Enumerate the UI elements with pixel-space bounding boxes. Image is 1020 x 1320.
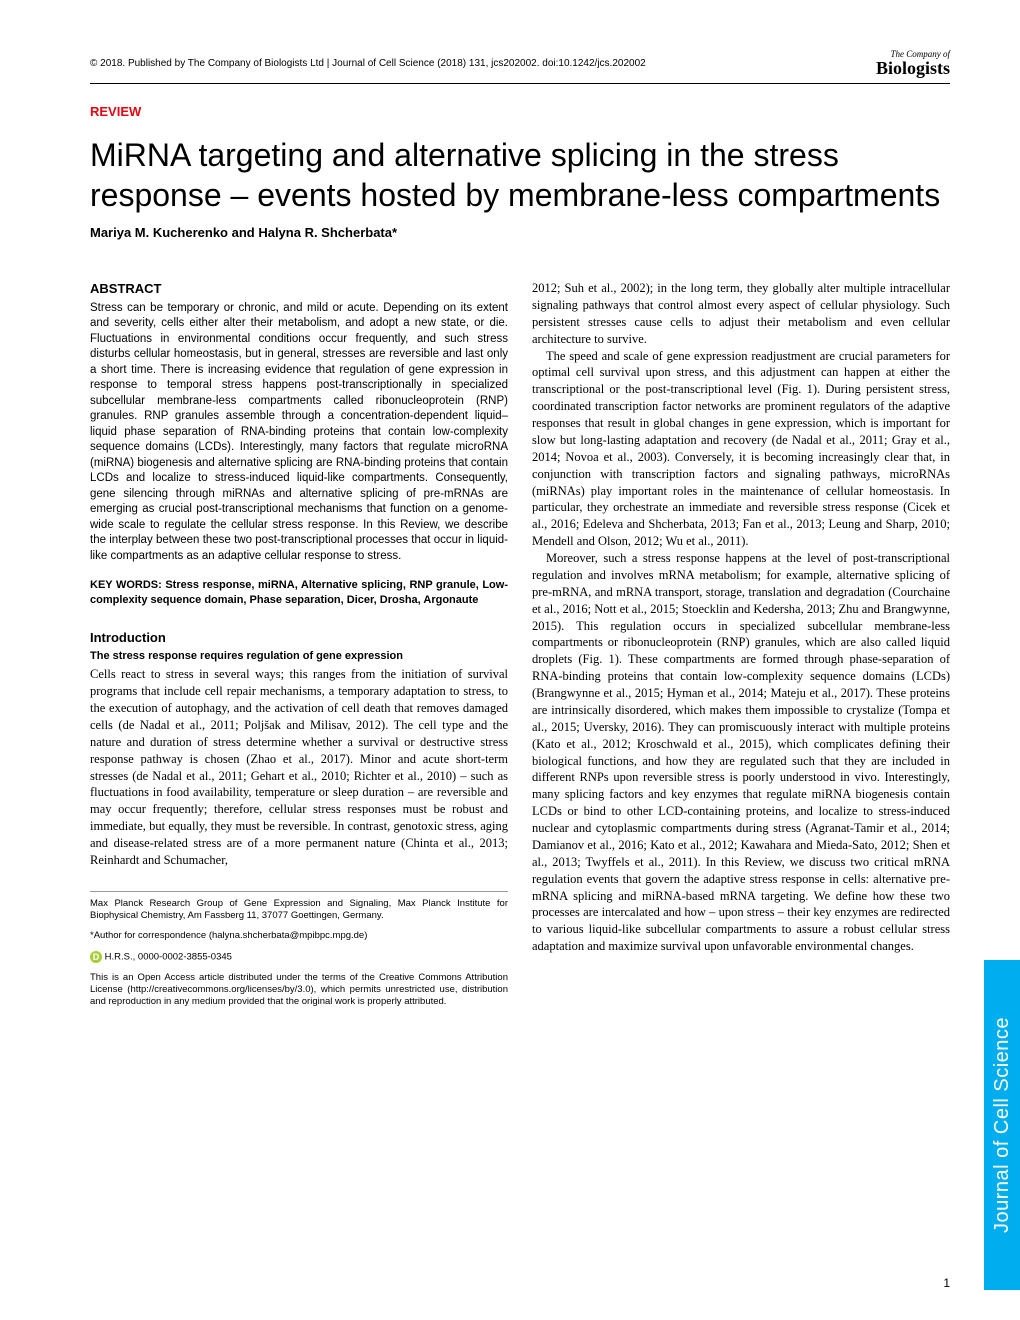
- page-number: 1: [943, 1276, 950, 1290]
- orcid-id[interactable]: 0000-0002-3855-0345: [138, 951, 232, 962]
- header-bar: © 2018. Published by The Company of Biol…: [90, 50, 950, 84]
- affiliation-text: Max Planck Research Group of Gene Expres…: [90, 898, 508, 923]
- correspondence-text: *Author for correspondence (halyna.shche…: [90, 930, 508, 942]
- publisher-logo: The Company of Biologists: [876, 50, 950, 77]
- logo-line2: Biologists: [876, 59, 950, 77]
- col2-paragraph-1: 2012; Suh et al., 2002); in the long ter…: [532, 280, 950, 348]
- article-title: MiRNA targeting and alternative splicing…: [90, 135, 950, 215]
- right-column: 2012; Suh et al., 2002); in the long ter…: [532, 280, 950, 1017]
- abstract-body: Stress can be temporary or chronic, and …: [90, 301, 508, 565]
- col2-paragraph-3: Moreover, such a stress response happens…: [532, 550, 950, 955]
- orcid-initials: H.R.S.,: [105, 951, 136, 962]
- footnotes-block: Max Planck Research Group of Gene Expres…: [90, 891, 508, 1009]
- journal-side-tab: Journal of Cell Science: [984, 960, 1020, 1290]
- two-column-layout: ABSTRACT Stress can be temporary or chro…: [90, 280, 950, 1017]
- license-text: This is an Open Access article distribut…: [90, 972, 508, 1009]
- intro-paragraph-1: Cells react to stress in several ways; t…: [90, 666, 508, 869]
- introduction-subheading: The stress response requires regulation …: [90, 649, 508, 664]
- citation-text: © 2018. Published by The Company of Biol…: [90, 58, 646, 69]
- introduction-heading: Introduction: [90, 629, 508, 647]
- col2-paragraph-2: The speed and scale of gene expression r…: [532, 348, 950, 551]
- left-column: ABSTRACT Stress can be temporary or chro…: [90, 280, 508, 1017]
- author-list: Mariya M. Kucherenko and Halyna R. Shche…: [90, 225, 950, 240]
- content-area: © 2018. Published by The Company of Biol…: [0, 0, 1020, 1320]
- orcid-line: D H.R.S., 0000-0002-3855-0345: [90, 951, 508, 964]
- orcid-icon: D: [90, 951, 102, 963]
- article-type-label: REVIEW: [90, 104, 950, 119]
- page-container: © 2018. Published by The Company of Biol…: [0, 0, 1020, 1320]
- abstract-heading: ABSTRACT: [90, 280, 508, 298]
- keywords-text: KEY WORDS: Stress response, miRNA, Alter…: [90, 578, 508, 607]
